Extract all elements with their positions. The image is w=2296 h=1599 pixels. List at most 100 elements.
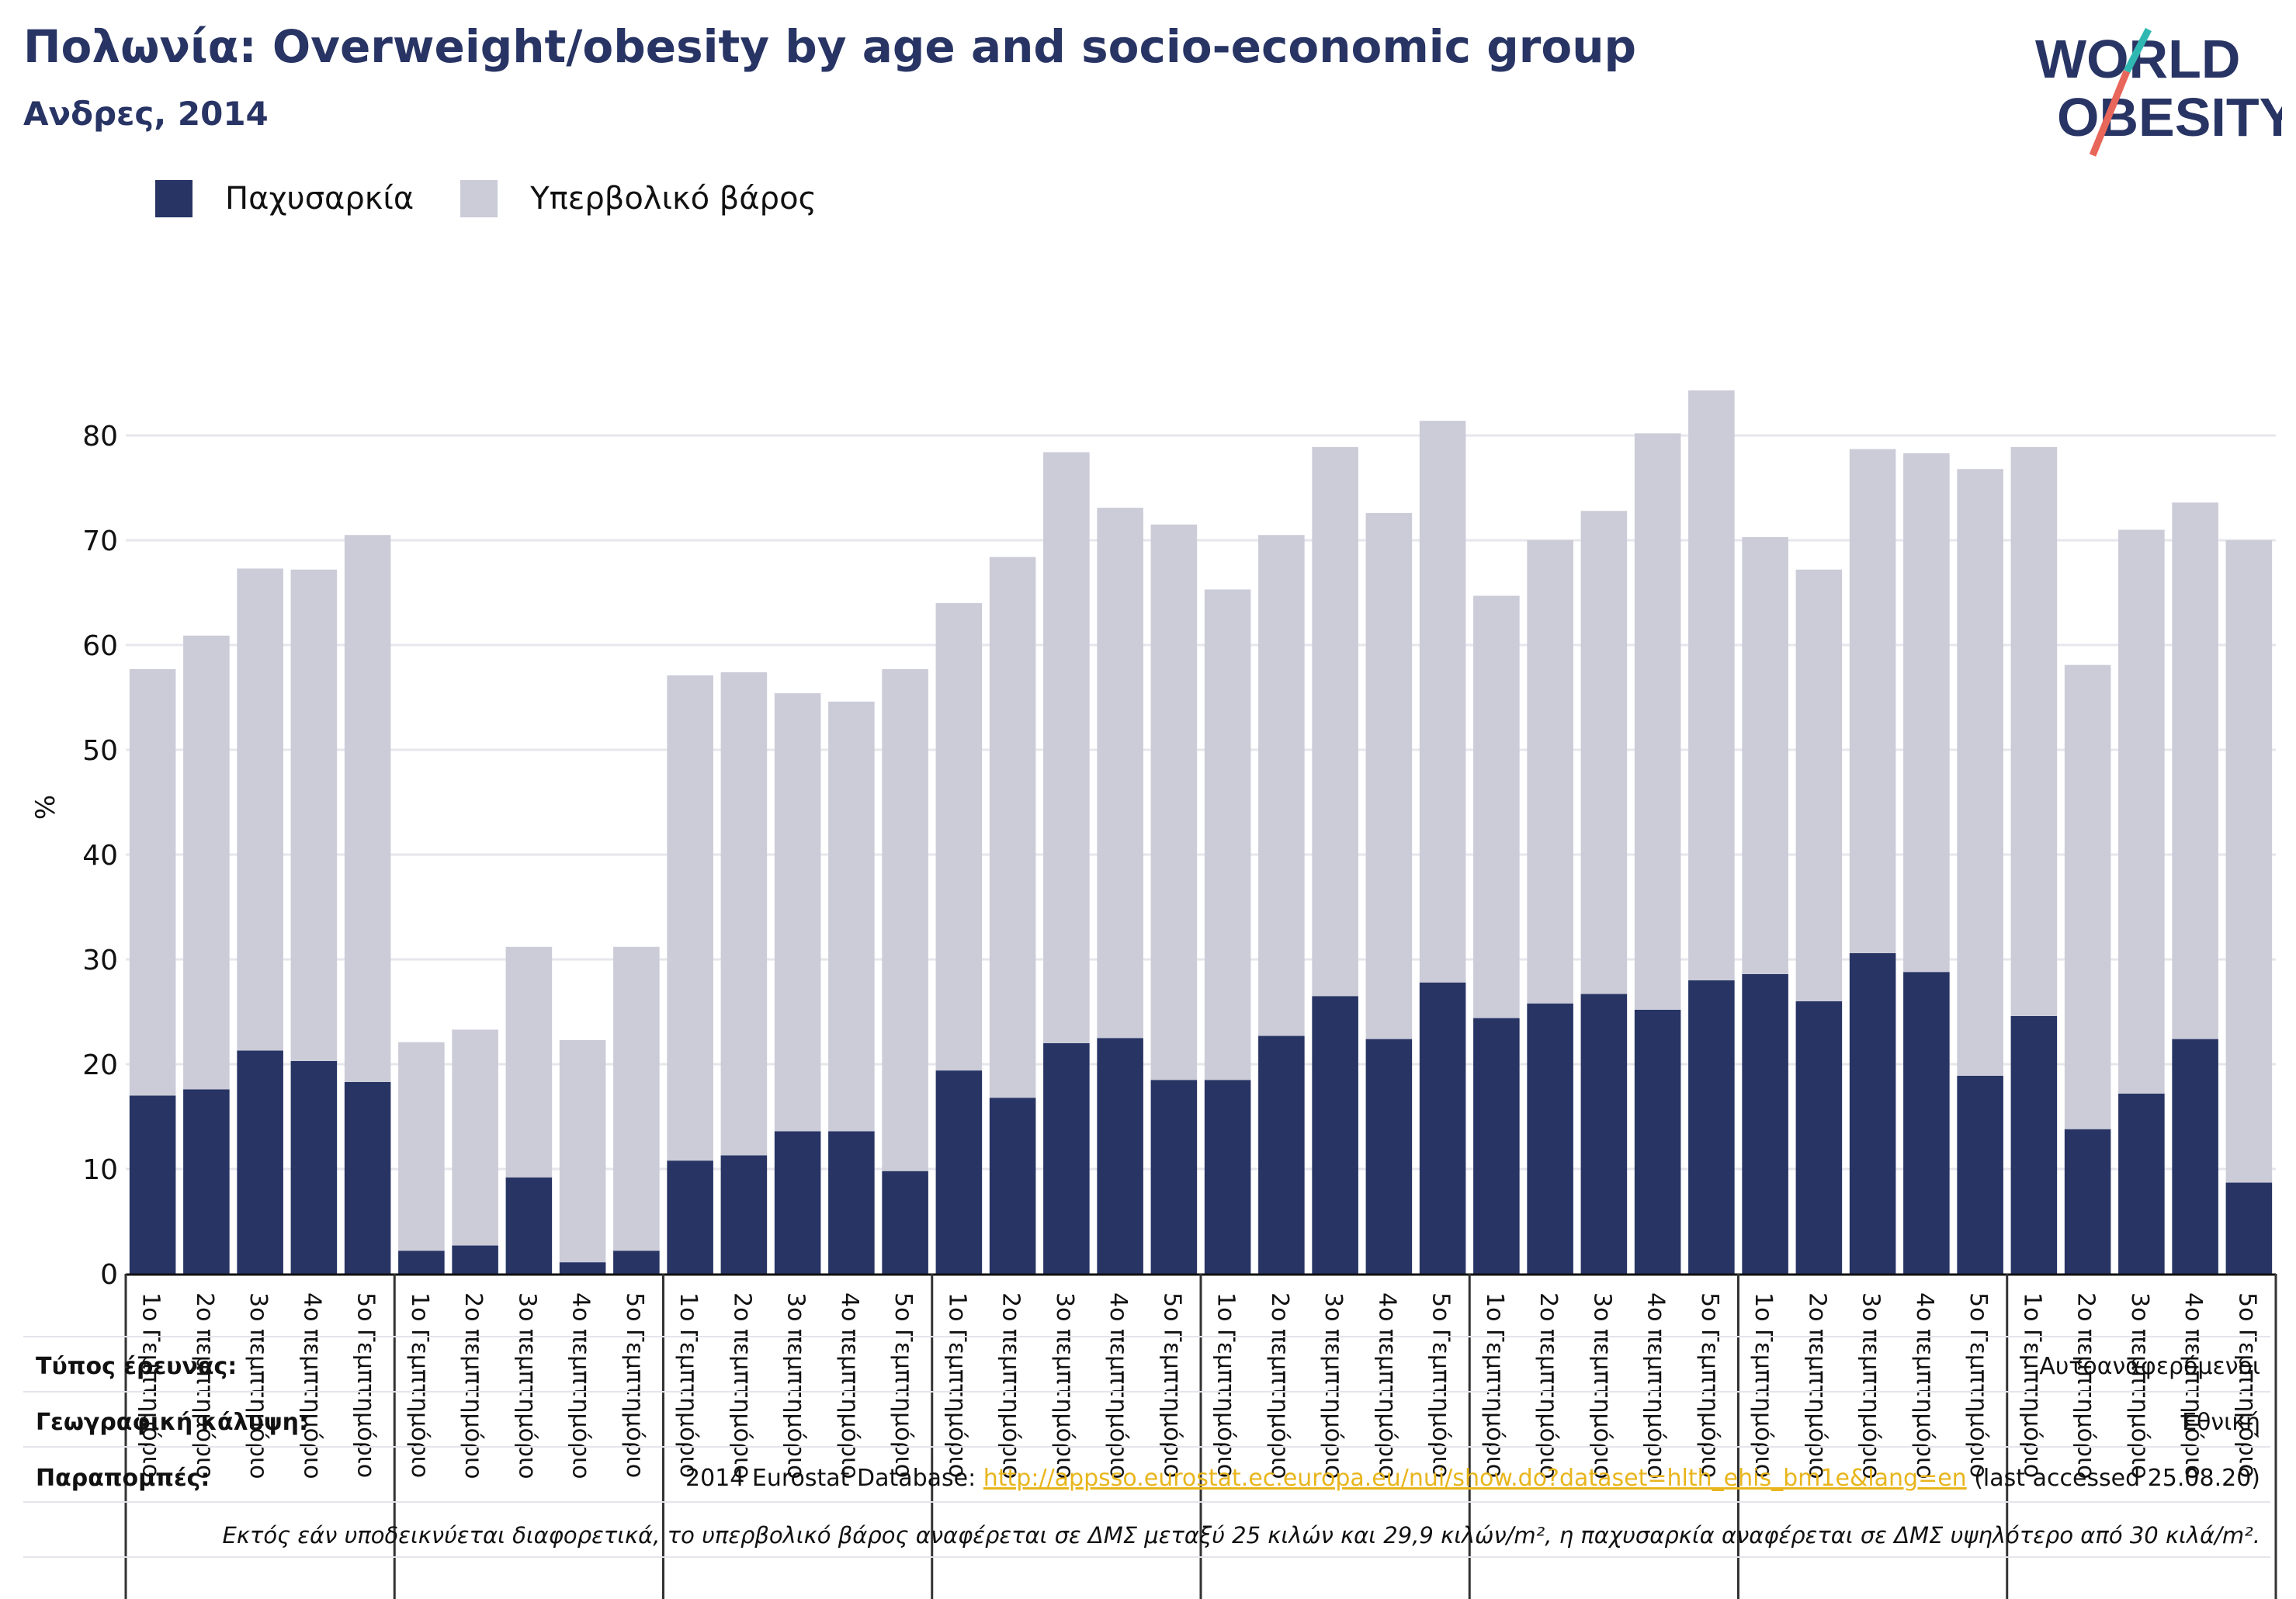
- x-tick-label: 5ο Γεμπτημόριο: [621, 1292, 648, 1478]
- bar-obesity: [1688, 980, 1735, 1274]
- chart-legend: Παχυσαρκία Υπερβολικό βάρος: [155, 179, 863, 219]
- y-tick-label: 50: [82, 735, 118, 767]
- x-tick-label: 4ο πεμπτημόριο: [298, 1292, 325, 1479]
- y-axis: 0 10 20 30 40 50 60 70 80: [82, 421, 118, 1291]
- bar-overweight: [2118, 529, 2165, 1094]
- x-tick-label: 2ο πεμπτημόριο: [1535, 1292, 1562, 1479]
- x-tick-label: 4ο πεμπτημόριο: [1911, 1292, 1938, 1479]
- legend-swatch-overweight: [460, 180, 498, 217]
- bar-overweight: [2225, 540, 2273, 1183]
- bar-overweight: [1957, 469, 2003, 1076]
- y-tick-label: 60: [82, 630, 118, 662]
- x-tick-label: 4ο πεμπτημόριο: [1105, 1292, 1132, 1479]
- x-tick-label: 2ο πεμπτημόριο: [460, 1292, 487, 1479]
- bar-obesity: [1903, 972, 1950, 1274]
- bar-obesity: [720, 1155, 768, 1274]
- legend-label-overweight: Υπερβολικό βάρος: [530, 181, 817, 217]
- x-tick-label: 1ο Γεμπτημόριο: [137, 1292, 165, 1478]
- x-tick-label: 5ο Γεμπτημόριο: [1158, 1292, 1185, 1478]
- bar-obesity: [882, 1171, 928, 1274]
- x-tick-label: 4ο πεμπτημόριο: [836, 1292, 863, 1479]
- bar-overweight: [452, 1029, 498, 1246]
- bar-overweight: [2064, 664, 2111, 1129]
- bar-overweight: [1365, 512, 1413, 1039]
- logo-slash-teal: [2124, 27, 2152, 74]
- bar-overweight: [613, 946, 660, 1251]
- bar-overweight: [1795, 569, 1843, 1001]
- x-tick-label: 2ο πεμπτημόριο: [997, 1292, 1025, 1479]
- bar-obesity: [1527, 1003, 1573, 1274]
- x-tick-label: 5ο Γεμπτημόριο: [1427, 1292, 1455, 1478]
- bar-overweight: [774, 693, 821, 1132]
- bar-overweight: [1903, 453, 1950, 973]
- bar-overweight: [237, 568, 283, 1051]
- y-tick-label: 20: [82, 1049, 118, 1081]
- x-tick-label: 3ο πεμπτημόριο: [1857, 1292, 1885, 1479]
- bar-overweight: [559, 1039, 606, 1263]
- x-axis: 1ο Γεμπτημόριο 2ο πεμπτημόριο 3ο πεμπτημόρ…: [124, 1273, 2277, 1599]
- bar-obesity: [2064, 1129, 2111, 1274]
- bar-obesity: [1849, 952, 1896, 1274]
- bar-obesity: [1634, 1009, 1681, 1274]
- bar-overweight: [183, 635, 230, 1090]
- y-tick-label: 30: [82, 945, 118, 976]
- bar-obesity: [1312, 996, 1358, 1274]
- x-tick-label: 1ο Γεμπτημόριο: [1212, 1292, 1240, 1478]
- footer-table: Τύπος έρευνας: Αυτοαναφερόμενοι Γεωγραφι…: [23, 1336, 2270, 1558]
- bar-obesity: [935, 1070, 983, 1274]
- y-axis-label: %: [30, 795, 61, 820]
- bar-overweight: [505, 946, 553, 1178]
- bar-obesity: [237, 1050, 283, 1274]
- bar-obesity: [1473, 1018, 1520, 1274]
- bar-overweight: [1849, 449, 1896, 953]
- bar-overweight: [290, 569, 338, 1061]
- bar-overweight: [935, 603, 983, 1071]
- bar-overweight: [2010, 446, 2058, 1016]
- legend-item-overweight: Υπερβολικό βάρος: [460, 180, 817, 217]
- bar-overweight: [1742, 536, 1788, 974]
- survey-type-label: Τύπος έρευνας:: [36, 1353, 237, 1380]
- coverage-value: Εθνική: [2182, 1409, 2260, 1436]
- bar-obesity: [1742, 973, 1788, 1274]
- x-tick-label: 1ο Γεμπτημόριο: [2018, 1292, 2045, 1478]
- bar-obesity: [989, 1098, 1036, 1274]
- bar-obesity: [1957, 1075, 2003, 1274]
- legend-item-obesity: Παχυσαρκία: [155, 180, 414, 217]
- bar-overweight: [398, 1042, 445, 1251]
- bar-obesity: [398, 1250, 445, 1274]
- bar-obesity: [1795, 1001, 1843, 1274]
- bar-obesity: [1580, 994, 1628, 1274]
- references-link[interactable]: http://appsso.eurostat.ec.europa.eu/nui/…: [983, 1465, 1967, 1492]
- bar-obesity: [1204, 1080, 1251, 1274]
- x-tick-label: 3ο πεμπτημόριο: [245, 1292, 272, 1479]
- grid-lines: [126, 434, 2276, 1171]
- x-tick-label: 1ο Γεμπτημόριο: [675, 1292, 702, 1478]
- bar-overweight: [1419, 421, 1466, 983]
- logo-line-1: WORLD: [2035, 29, 2240, 89]
- logo-slash-coral: [2089, 70, 2131, 157]
- bar-overweight: [1688, 390, 1735, 980]
- y-tick-label: 70: [82, 525, 118, 557]
- chart-subtitle: Ανδρες, 2014: [23, 95, 269, 133]
- bar-obesity: [505, 1177, 553, 1274]
- bar-obesity: [1419, 982, 1466, 1274]
- y-tick-label: 40: [82, 840, 118, 872]
- x-tick-label: 5ο Γεμπτημόριο: [2233, 1292, 2260, 1478]
- x-tick-label: 4ο πεμπτημόριο: [567, 1292, 595, 1479]
- bar-obesity: [2118, 1093, 2165, 1274]
- y-tick-label: 0: [100, 1259, 118, 1291]
- x-tick-label: 3ο πεμπτημόριο: [1051, 1292, 1078, 1479]
- references-label: Παραπομπές:: [36, 1465, 210, 1492]
- bar-overweight: [1312, 446, 1358, 997]
- logo-line-2: OBESITY: [2057, 87, 2282, 147]
- x-tick-label: 5ο Γεμπτημόριο: [1696, 1292, 1723, 1478]
- bar-obesity: [1365, 1039, 1413, 1274]
- x-tick-label: 3ο πεμπτημόριο: [513, 1292, 540, 1479]
- legend-label-obesity: Παχυσαρκία: [225, 181, 414, 217]
- bar-obesity: [344, 1081, 391, 1274]
- x-tick-label: 1ο Γεμπτημόριο: [943, 1292, 970, 1478]
- bar-obesity: [613, 1250, 660, 1274]
- x-tick-label: 3ο πεμπτημόριο: [2126, 1292, 2153, 1479]
- y-tick-label: 80: [82, 421, 118, 453]
